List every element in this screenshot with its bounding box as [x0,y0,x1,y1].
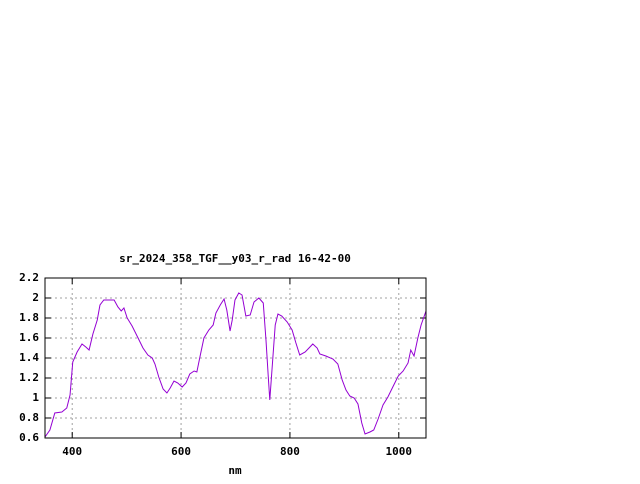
y-tick-label: 1.2 [19,371,39,384]
x-tick-label: 1000 [386,445,413,458]
y-tick-label: 1.6 [19,331,39,344]
x-tick-label: 800 [280,445,300,458]
x-tick-label: 600 [171,445,191,458]
y-tick-label: 1.8 [19,311,39,324]
y-tick-label: 2.2 [19,271,39,284]
chart-title: sr_2024_358_TGF__y03_r_rad 16-42-00 [119,252,351,265]
data-line [44,292,427,438]
y-tick-label: 0.6 [19,431,39,444]
y-tick-label: 0.8 [19,411,39,424]
x-axis-label: nm [228,464,242,477]
y-tick-label: 1 [32,391,39,404]
y-tick-label: 2 [32,291,39,304]
plot-border [44,277,427,439]
y-tick-label: 1.4 [19,351,39,364]
x-tick-label: 400 [62,445,82,458]
